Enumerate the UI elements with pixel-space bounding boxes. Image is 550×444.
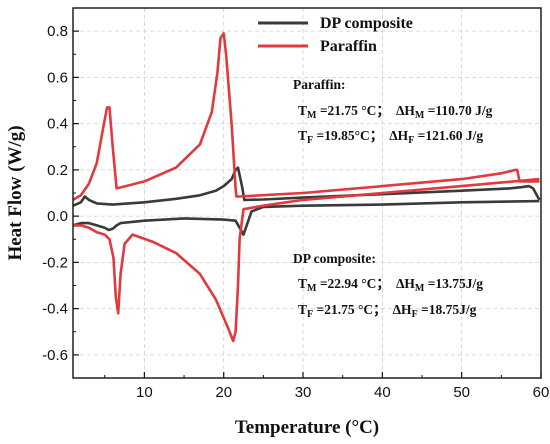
y-tick-label: 0.4 <box>47 116 68 133</box>
curves <box>72 32 541 343</box>
y-axis-title: Heat Flow (W/g) <box>5 125 26 260</box>
x-tick-label: 40 <box>374 384 391 401</box>
series-line-paraffin <box>72 32 540 202</box>
series-line-paraffin <box>73 177 540 343</box>
annotation-heading: Paraffin: <box>293 77 345 92</box>
annotation-heading: DP composite: <box>293 251 376 266</box>
x-axis-title: Temperature (°C) <box>235 417 379 438</box>
annotation-line: TF =19.85°C； ΔHF =121.60 J/g <box>298 128 483 146</box>
legend-label-paraffin: Paraffin <box>320 38 377 55</box>
x-tick-label: 30 <box>295 384 312 401</box>
annotation-paraffin: Paraffin: TM =21.75 °C； ΔHM =110.70 J/g T… <box>293 77 493 146</box>
x-axis: 10 20 30 40 50 60 <box>104 372 550 401</box>
annotation-line: TM =22.94 °C； ΔHM =13.75J/g <box>298 276 483 294</box>
legend-label-dp-composite: DP composite <box>320 15 413 32</box>
series-line-dp-composite <box>72 199 540 236</box>
annotation-line: TM =21.75 °C； ΔHM =110.70 J/g <box>298 103 493 121</box>
x-tick-label: 20 <box>215 384 232 401</box>
x-tick-label: 50 <box>453 384 470 401</box>
y-tick-label: 0.2 <box>47 162 68 179</box>
annotation-dp-composite: DP composite: TM =22.94 °C； ΔHM =13.75J/g… <box>293 251 483 320</box>
y-tick-label: 0.6 <box>47 69 68 86</box>
x-tick-label: 60 <box>533 384 550 401</box>
legend: DP composite Paraffin <box>258 15 413 55</box>
y-axis: -0.6 -0.4 -0.2 0.0 0.2 0.4 0.6 0.8 <box>42 23 79 379</box>
y-tick-label: -0.6 <box>42 347 68 364</box>
y-tick-label: 0.0 <box>47 208 68 225</box>
y-tick-label: 0.8 <box>47 23 68 40</box>
annotation-line: TF =21.75 °C； ΔHF =18.75J/g <box>298 302 477 320</box>
x-tick-label: 10 <box>136 384 153 401</box>
y-tick-label: -0.2 <box>42 254 68 271</box>
y-tick-label: -0.4 <box>42 301 68 318</box>
